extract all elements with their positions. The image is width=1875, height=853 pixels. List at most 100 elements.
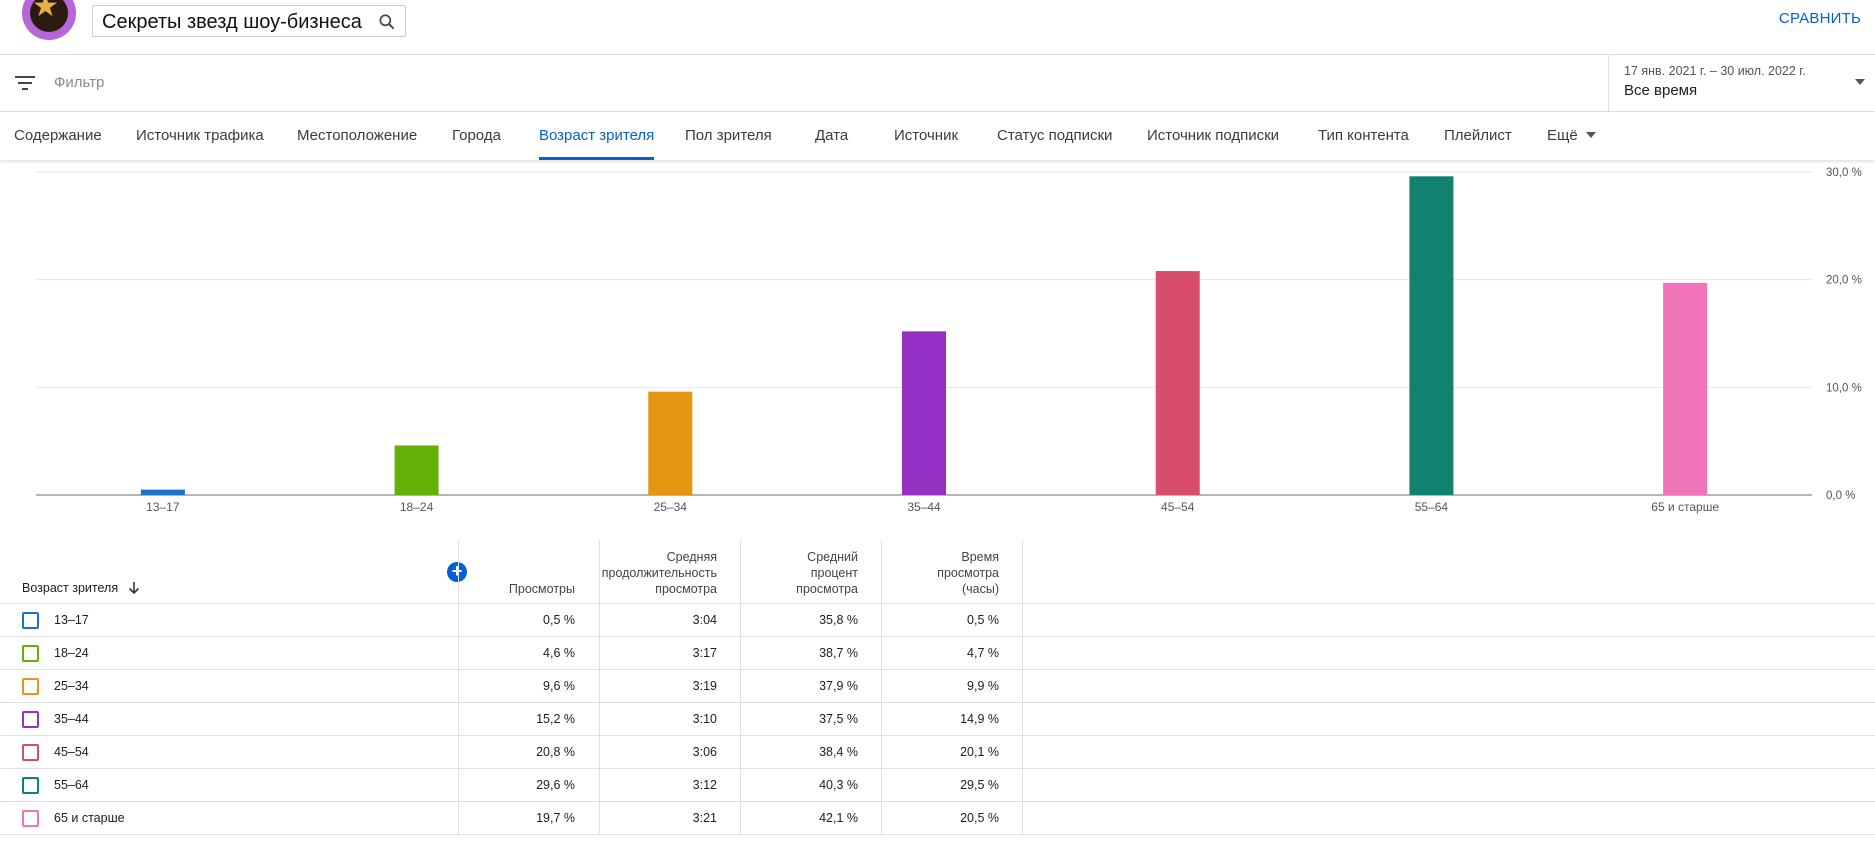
cell-avg-percent: 37,5 % (819, 712, 858, 726)
header-line: просмотра (796, 582, 858, 596)
top-bar: ★ Секреты звезд шоу-бизнеса СРАВНИТЬ (0, 0, 1875, 55)
tab-cities[interactable]: Города (452, 127, 501, 144)
bar[interactable] (1155, 271, 1200, 495)
cell-watch-time: 29,5 % (960, 778, 999, 792)
star-logo-icon: ★ (32, 0, 59, 24)
cell-watch-time: 9,9 % (967, 679, 999, 693)
header-watch-time[interactable]: Время просмотра (часы) (937, 549, 999, 597)
cell-avg-duration: 3:06 (692, 745, 717, 759)
date-period-text: Все время (1624, 82, 1698, 99)
cell-avg-duration: 3:19 (692, 679, 717, 693)
table-row: 65 и старше 19,7 % 3:21 42,1 % 20,5 % (0, 802, 1875, 835)
bar[interactable] (648, 391, 693, 495)
channel-name: Секреты звезд шоу-бизнеса (102, 11, 362, 33)
header-avg-percent[interactable]: Средний процент просмотра (796, 549, 858, 597)
row-age-label: 25–34 (54, 679, 89, 693)
cell-watch-time: 20,5 % (960, 811, 999, 825)
series-checkbox[interactable] (22, 678, 39, 695)
cell-watch-time: 0,5 % (967, 613, 999, 627)
tab-subscription-status[interactable]: Статус подписки (997, 127, 1113, 144)
tab-viewer-age[interactable]: Возраст зрителя (539, 112, 655, 160)
row-age-label: 65 и старше (54, 811, 125, 825)
header-line: просмотра (655, 582, 717, 596)
column-divider (458, 540, 459, 834)
cell-watch-time: 14,9 % (960, 712, 999, 726)
header-line: Время (961, 550, 999, 564)
cell-watch-time: 4,7 % (967, 646, 999, 660)
tab-geography[interactable]: Местоположение (297, 127, 418, 144)
series-checkbox[interactable] (22, 711, 39, 728)
chevron-down-icon (1855, 79, 1865, 85)
cell-avg-percent: 42,1 % (819, 811, 858, 825)
tab-source[interactable]: Источник (894, 127, 959, 144)
tab-date[interactable]: Дата (815, 127, 849, 144)
tab-playlist[interactable]: Плейлист (1444, 127, 1512, 144)
cell-avg-percent: 38,7 % (819, 646, 858, 660)
bar[interactable] (394, 445, 439, 495)
age-bar-chart: 0,0 % 10,0 % 20,0 % 30,0 % 13–17 18–24 25–34 35… (0, 160, 1875, 530)
row-age-label: 13–17 (54, 613, 89, 627)
compare-button[interactable]: СРАВНИТЬ (1778, 10, 1861, 27)
search-icon[interactable] (377, 12, 397, 32)
tab-traffic-source[interactable]: Источник трафика (136, 127, 264, 144)
date-range-text: 17 янв. 2021 г. – 30 июл. 2022 г. (1624, 64, 1806, 78)
row-age-label: 35–44 (54, 712, 89, 726)
series-checkbox[interactable] (22, 744, 39, 761)
tab-more-label: Ещё (1547, 127, 1578, 144)
row-age-label: 45–54 (54, 745, 89, 759)
header-views-line: Просмотры (508, 582, 575, 596)
sort-down-icon[interactable] (128, 581, 140, 595)
cell-avg-percent: 35,8 % (819, 613, 858, 627)
dimension-header[interactable]: Возраст зрителя (22, 581, 119, 595)
row-age-label: 18–24 (54, 646, 89, 660)
header-line: процент (810, 566, 858, 580)
filter-input[interactable]: Фильтр (54, 74, 105, 91)
column-divider (881, 540, 882, 834)
cell-avg-duration: 3:10 (692, 712, 717, 726)
tab-viewer-gender[interactable]: Пол зрителя (685, 127, 772, 144)
tab-content-type[interactable]: Тип контента (1318, 127, 1409, 144)
chart-canvas: 0,0 % 10,0 % 20,0 % 30,0 % 13–17 18–24 25–34 35… (36, 167, 1862, 514)
dimension-tabs: Содержание Источник трафика Местоположен… (0, 112, 1875, 160)
header-views[interactable]: Просмотры (509, 581, 575, 597)
series-checkbox[interactable] (22, 810, 39, 827)
cell-watch-time: 20,1 % (960, 745, 999, 759)
table-row: 35–44 15,2 % 3:10 37,5 % 14,9 % (0, 703, 1875, 736)
table-row: 13–17 0,5 % 3:04 35,8 % 0,5 % (0, 604, 1875, 637)
column-divider (599, 540, 600, 834)
cell-avg-duration: 3:21 (692, 811, 717, 825)
column-divider (1022, 540, 1023, 834)
tab-more[interactable]: Ещё (1547, 112, 1596, 160)
avatar-background (30, 0, 68, 32)
series-checkbox[interactable] (22, 612, 39, 629)
cell-avg-percent: 37,9 % (819, 679, 858, 693)
add-metric-button[interactable]: + (447, 562, 467, 582)
y-tick-label: 30,0 % (1826, 167, 1862, 179)
bar[interactable] (1663, 282, 1708, 495)
table-header: Возраст зрителя + Просмотры Средняя прод… (0, 540, 1875, 604)
series-checkbox[interactable] (22, 645, 39, 662)
tab-subscription-source[interactable]: Источник подписки (1147, 127, 1280, 144)
header-line: (часы) (961, 582, 999, 596)
cell-avg-percent: 38,4 % (819, 745, 858, 759)
cell-views: 20,8 % (536, 745, 575, 759)
header-avg-duration[interactable]: Средняя продолжительность просмотра (602, 549, 717, 597)
cell-avg-duration: 3:04 (692, 613, 717, 627)
date-range-selector[interactable]: 17 янв. 2021 г. – 30 июл. 2022 г. Все вр… (1608, 55, 1875, 112)
x-tick-label: 65 и старше (1651, 500, 1719, 514)
table-row: 45–54 20,8 % 3:06 38,4 % 20,1 % (0, 736, 1875, 769)
x-tick-label: 35–44 (907, 500, 941, 514)
series-checkbox[interactable] (22, 777, 39, 794)
x-tick-label: 13–17 (146, 500, 180, 514)
table-row: 55–64 29,6 % 3:12 40,3 % 29,5 % (0, 769, 1875, 802)
tab-content[interactable]: Содержание (14, 127, 102, 144)
row-age-label: 55–64 (54, 778, 89, 792)
header-line: продолжительность (601, 566, 717, 580)
bar[interactable] (1409, 176, 1454, 495)
cell-views: 4,6 % (543, 646, 575, 660)
channel-avatar[interactable]: ★ (22, 0, 76, 40)
bar[interactable] (902, 331, 946, 495)
filter-icon[interactable] (14, 74, 36, 92)
bar[interactable] (140, 489, 185, 495)
channel-selector[interactable]: Секреты звезд шоу-бизнеса (92, 5, 406, 37)
